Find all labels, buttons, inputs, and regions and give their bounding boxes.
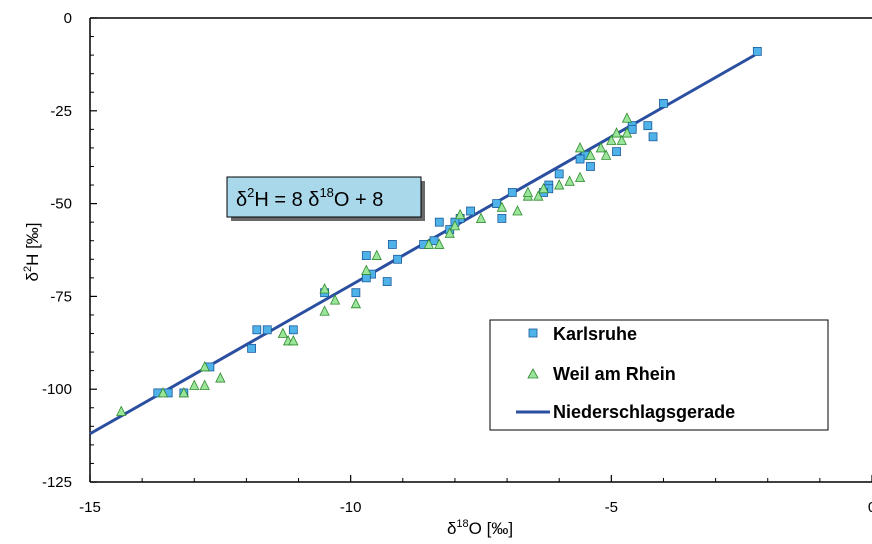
weil-am-rhein-point bbox=[157, 387, 169, 398]
equation-box: δ2H = 8 δ18O + 8 bbox=[226, 176, 425, 221]
weil-am-rhein-point bbox=[554, 179, 565, 190]
weil-am-rhein-point bbox=[288, 335, 299, 346]
weil-am-rhein-point bbox=[616, 134, 627, 145]
data-points bbox=[116, 47, 762, 416]
x-axis-title: δ18O [‰] bbox=[447, 518, 513, 538]
weil-am-rhein-point bbox=[361, 264, 372, 275]
karlsruhe-point bbox=[262, 325, 272, 335]
weil-am-rhein-point bbox=[319, 283, 330, 294]
karlsruhe-point bbox=[252, 325, 262, 335]
weil-am-rhein-point bbox=[600, 149, 612, 160]
legend-karlsruhe-label: Karlsruhe bbox=[553, 324, 637, 344]
weil-am-rhein-point bbox=[329, 294, 341, 305]
weil-am-rhein-point bbox=[454, 208, 466, 220]
karlsruhe-point bbox=[387, 240, 397, 249]
karlsruhe-point bbox=[648, 132, 658, 142]
weil-am-rhein-point bbox=[199, 379, 210, 390]
weil-am-rhein-point bbox=[621, 112, 633, 123]
weil-am-rhein-point bbox=[533, 190, 544, 201]
karlsruhe-point bbox=[247, 343, 257, 353]
karlsruhe-point bbox=[361, 251, 371, 260]
y-axis-title: δ2H [‰] bbox=[22, 222, 42, 281]
legend: Karlsruhe Weil am Rhein Niederschlagsger… bbox=[489, 319, 829, 431]
karlsruhe-point bbox=[351, 288, 361, 298]
legend-weil-label: Weil am Rhein bbox=[553, 364, 676, 384]
karlsruhe-point bbox=[361, 273, 371, 283]
karlsruhe-point bbox=[288, 325, 298, 335]
y-tick-label: -25 bbox=[50, 103, 72, 120]
karlsruhe-point bbox=[507, 188, 517, 197]
axis-ticks bbox=[89, 17, 872, 483]
weil-am-rhein-point bbox=[574, 142, 586, 153]
x-tick-label: -15 bbox=[79, 499, 101, 516]
karlsruhe-point bbox=[497, 214, 507, 223]
weil-am-rhein-point bbox=[444, 227, 455, 238]
weil-am-rhein-point bbox=[585, 149, 596, 160]
karlsruhe-point bbox=[554, 169, 564, 179]
weil-am-rhein-point bbox=[496, 201, 508, 212]
y-tick-label: -125 bbox=[42, 474, 72, 491]
karlsruhe-point bbox=[434, 217, 444, 227]
x-tick-label: 0 bbox=[868, 499, 872, 516]
x-tick-label: -5 bbox=[605, 499, 618, 516]
legend-weil-marker bbox=[527, 368, 539, 379]
karlsruhe-point bbox=[627, 124, 637, 134]
y-tick-label: -75 bbox=[50, 288, 72, 305]
x-tick-label: -10 bbox=[340, 499, 362, 516]
karlsruhe-point bbox=[612, 147, 621, 157]
y-tick-label: -50 bbox=[50, 196, 72, 213]
equation-text: δ2H = 8 δ18O + 8 bbox=[236, 185, 383, 211]
y-tick-label: -100 bbox=[42, 381, 72, 398]
weil-am-rhein-point bbox=[574, 171, 586, 183]
weil-am-rhein-point bbox=[595, 142, 607, 153]
weil-am-rhein-point bbox=[215, 372, 226, 383]
karlsruhe-point bbox=[586, 162, 595, 171]
karlsruhe-point bbox=[466, 206, 475, 216]
weil-am-rhein-point bbox=[371, 249, 382, 260]
weil-am-rhein-point bbox=[449, 219, 461, 231]
karlsruhe-point bbox=[643, 121, 653, 131]
weil-am-rhein-point bbox=[564, 175, 575, 186]
karlsruhe-point bbox=[659, 98, 668, 108]
weil-am-rhein-point bbox=[621, 127, 633, 138]
karlsruhe-point bbox=[429, 236, 439, 246]
weil-am-rhein-point bbox=[319, 305, 330, 316]
karlsruhe-point bbox=[752, 47, 762, 56]
weil-am-rhein-point bbox=[538, 182, 549, 194]
legend-karlsruhe-marker bbox=[528, 328, 538, 338]
weil-am-rhein-point bbox=[606, 134, 617, 145]
karlsruhe-point bbox=[492, 199, 502, 209]
weil-am-rhein-point bbox=[178, 387, 189, 398]
weil-am-rhein-point bbox=[434, 238, 445, 249]
weil-am-rhein-point bbox=[522, 186, 534, 197]
karlsruhe-point bbox=[382, 277, 392, 286]
weil-am-rhein-point bbox=[199, 361, 210, 372]
weil-am-rhein-point bbox=[116, 405, 127, 416]
karlsruhe-point bbox=[575, 154, 585, 164]
weil-am-rhein-point bbox=[611, 127, 622, 138]
weil-am-rhein-point bbox=[189, 379, 200, 390]
weil-am-rhein-point bbox=[277, 327, 289, 338]
weil-am-rhein-point bbox=[475, 212, 487, 223]
weil-am-rhein-point bbox=[423, 238, 435, 249]
karlsruhe-point bbox=[393, 254, 402, 264]
legend-niederschlagsgerade-label: Niederschlagsgerade bbox=[553, 402, 735, 422]
y-tick-label: 0 bbox=[64, 10, 72, 27]
weil-am-rhein-point bbox=[512, 205, 523, 216]
weil-am-rhein-point bbox=[350, 297, 362, 309]
axis-tick-labels: -15-10-500-25-50-75-100-125 bbox=[42, 10, 872, 516]
